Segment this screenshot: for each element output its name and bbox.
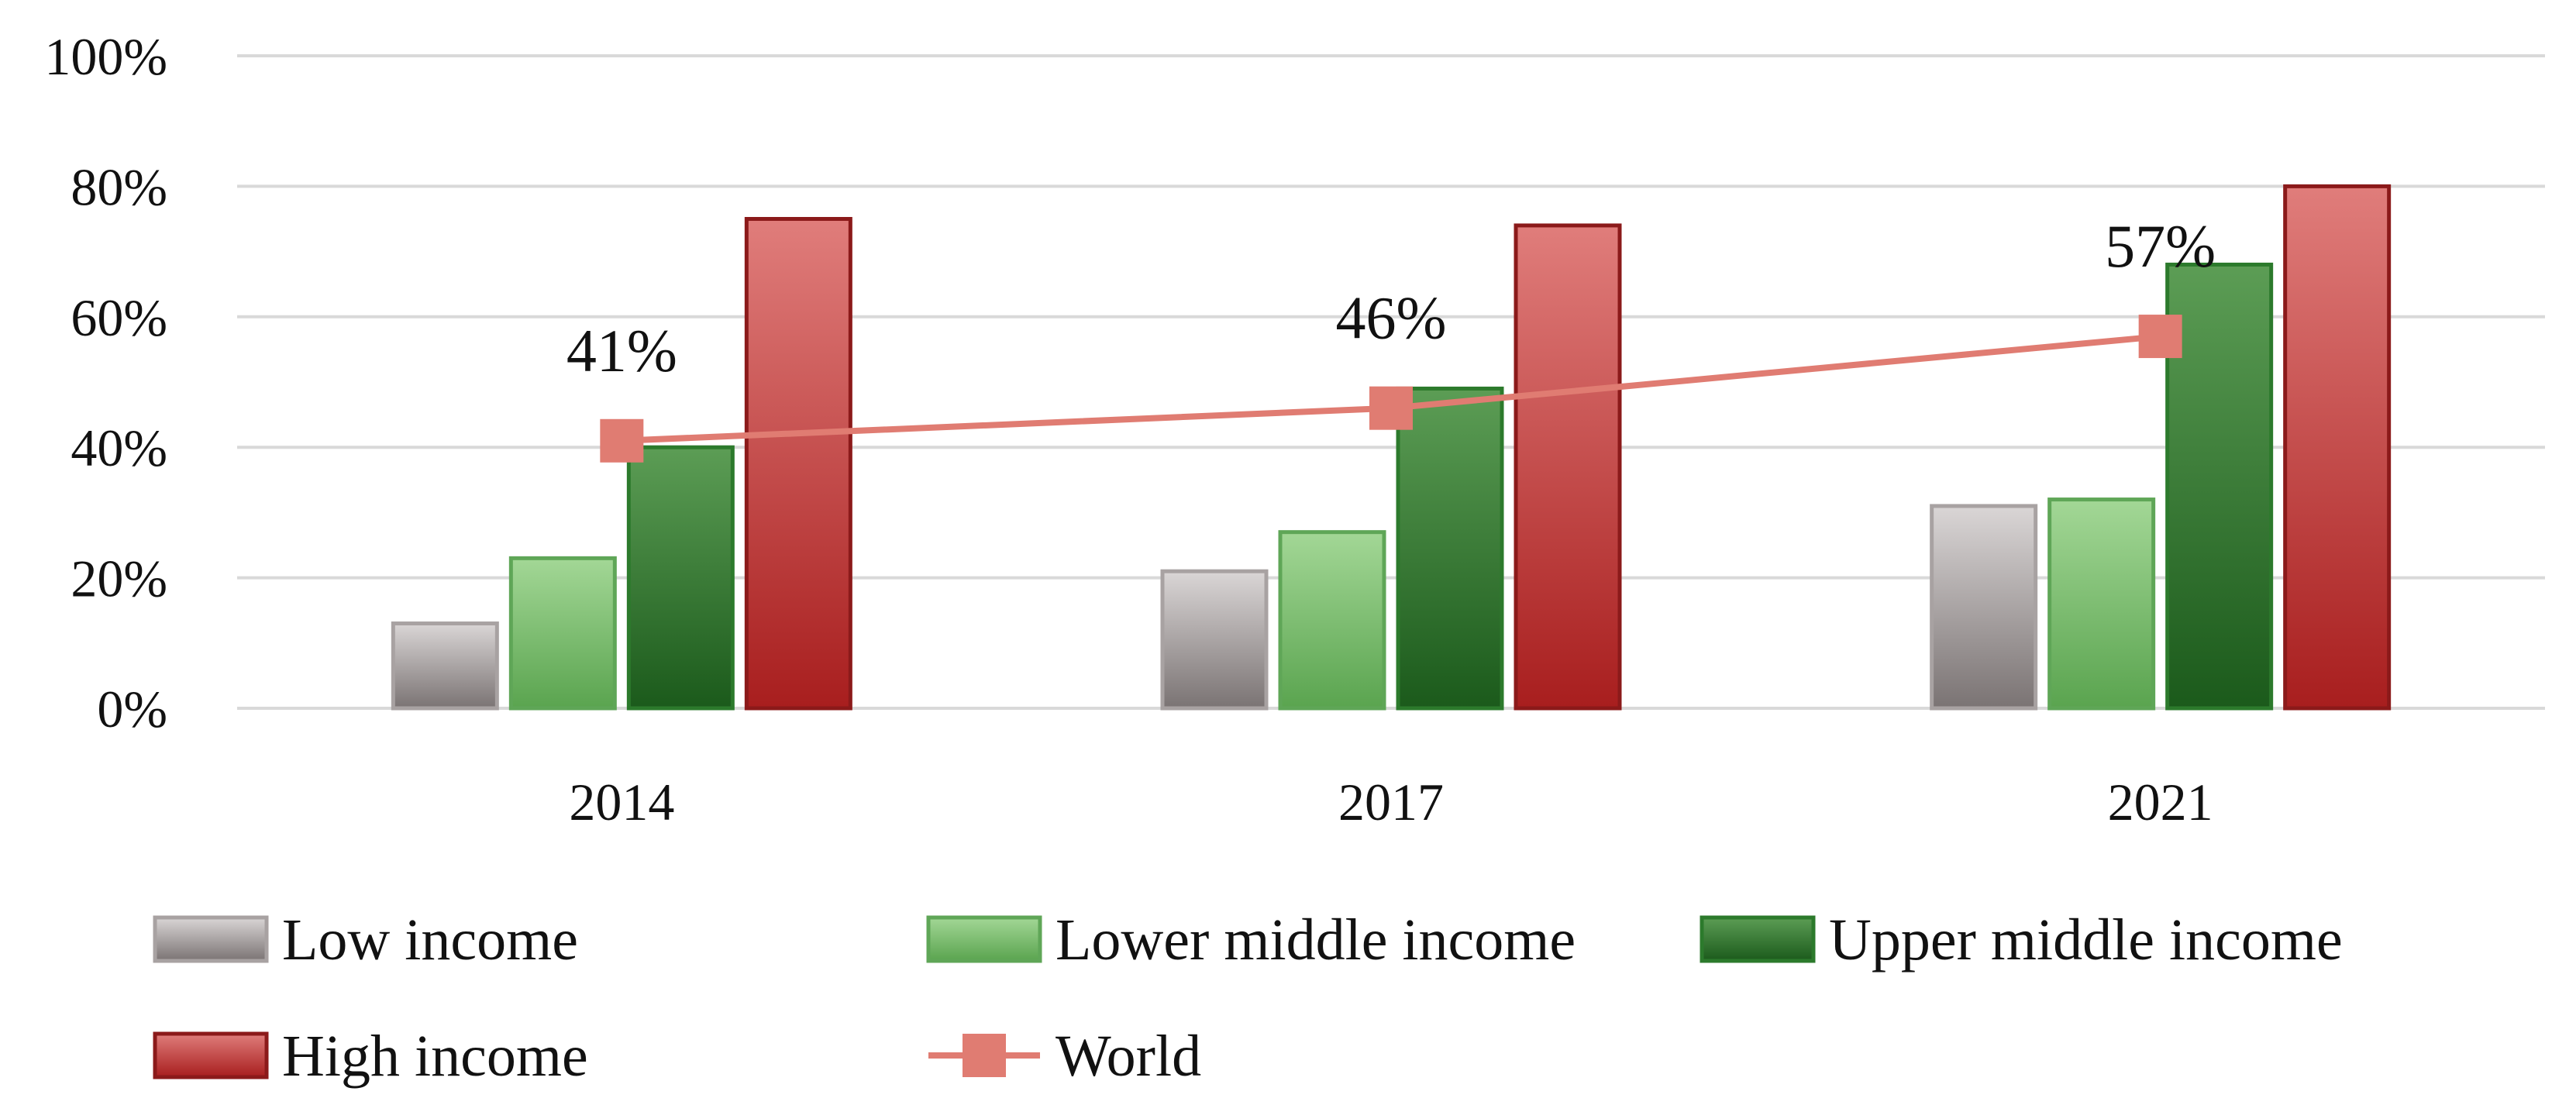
x-tick-label: 2017 xyxy=(1338,773,1444,831)
world-data-label: 46% xyxy=(1336,284,1447,352)
x-tick-label: 2021 xyxy=(2108,773,2213,831)
legend-swatch xyxy=(153,1031,269,1079)
y-tick-label: 100% xyxy=(44,27,167,86)
bar-low-income xyxy=(1160,569,1269,711)
bar-upper-middle-income xyxy=(626,445,735,711)
y-tick-label: 0% xyxy=(97,680,167,738)
y-tick-label: 20% xyxy=(71,549,167,608)
x-tick-label: 2014 xyxy=(569,773,674,831)
bars xyxy=(391,184,2392,711)
legend: Low income Lower middle income Upper middl… xyxy=(153,907,2343,1089)
world-line: 41% 46% 57% xyxy=(567,212,2216,463)
legend-item-high-income: High income xyxy=(153,1024,588,1089)
bar-lower-middle-income xyxy=(1278,530,1386,711)
bar-high-income xyxy=(1514,223,1622,711)
bar-lower-middle-income xyxy=(2047,497,2156,711)
y-tick-label: 80% xyxy=(71,157,167,216)
legend-item-low-income: Low income xyxy=(153,907,578,973)
legend-label: Upper middle income xyxy=(1829,907,2343,973)
y-tick-label: 60% xyxy=(71,288,167,347)
legend-label: Low income xyxy=(282,907,578,973)
bar-lower-middle-income xyxy=(508,556,617,711)
world-data-label: 41% xyxy=(567,317,677,384)
bar-upper-middle-income xyxy=(1396,386,1504,711)
legend-label: World xyxy=(1056,1024,1201,1089)
world-marker xyxy=(2138,315,2182,359)
legend-item-lower-middle-income: Lower middle income xyxy=(926,907,1576,973)
world-marker xyxy=(1369,386,1413,430)
bar-high-income xyxy=(2283,184,2392,711)
world-data-label: 57% xyxy=(2105,212,2216,280)
bar-high-income xyxy=(744,217,852,711)
legend-marker-swatch xyxy=(963,1034,1006,1077)
axes: 0% 20% 40% 60% 80% 100% 2014 2017 2021 xyxy=(44,27,2213,831)
world-marker xyxy=(600,418,644,463)
legend-item-world: World xyxy=(928,1024,1201,1089)
legend-swatch xyxy=(153,915,269,963)
legend-swatch xyxy=(926,915,1042,963)
bar-upper-middle-income xyxy=(2165,262,2274,711)
legend-label: High income xyxy=(282,1024,588,1089)
legend-item-upper-middle-income: Upper middle income xyxy=(1700,907,2343,973)
y-tick-label: 40% xyxy=(71,418,167,477)
legend-swatch xyxy=(1700,915,1816,963)
legend-label: Lower middle income xyxy=(1056,907,1576,973)
bar-low-income xyxy=(391,621,499,711)
bar-low-income xyxy=(1930,504,2038,711)
